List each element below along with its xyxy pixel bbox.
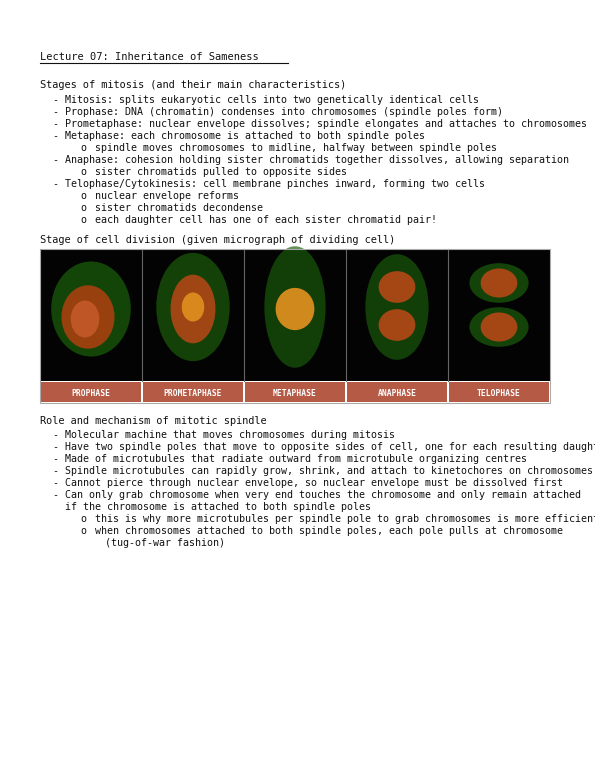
Text: Prometaphase: nuclear envelope dissolves; spindle elongates and attaches to chro: Prometaphase: nuclear envelope dissolves… (65, 119, 587, 129)
Ellipse shape (182, 293, 204, 322)
Text: each daughter cell has one of each sister chromatid pair!: each daughter cell has one of each siste… (95, 215, 437, 225)
Text: o: o (80, 167, 86, 177)
Text: Cannot pierce through nuclear envelope, so nuclear envelope must be dissolved fi: Cannot pierce through nuclear envelope, … (65, 478, 563, 488)
Text: when chromosomes attached to both spindle poles, each pole pulls at chromosome: when chromosomes attached to both spindl… (95, 526, 563, 536)
Ellipse shape (51, 262, 131, 357)
Ellipse shape (378, 310, 415, 341)
Text: -: - (52, 466, 58, 476)
Text: (tug-of-war fashion): (tug-of-war fashion) (105, 538, 225, 548)
Text: Mitosis: splits eukaryotic cells into two genetically identical cells: Mitosis: splits eukaryotic cells into tw… (65, 95, 479, 105)
Text: -: - (52, 179, 58, 189)
Text: Prophase: DNA (chromatin) condenses into chromosomes (spindle poles form): Prophase: DNA (chromatin) condenses into… (65, 107, 503, 117)
Text: METAPHASE: METAPHASE (273, 389, 317, 397)
Bar (41, 382, 141, 402)
Text: -: - (52, 478, 58, 488)
Text: Molecular machine that moves chromosomes during mitosis: Molecular machine that moves chromosomes… (65, 430, 395, 440)
Text: Have two spindle poles that move to opposite sides of cell, one for each resulti: Have two spindle poles that move to oppo… (65, 442, 595, 452)
Text: -: - (52, 430, 58, 440)
Bar (449, 382, 549, 402)
Ellipse shape (264, 246, 325, 368)
Text: o: o (80, 203, 86, 213)
Ellipse shape (71, 300, 99, 337)
Bar (143, 382, 243, 402)
Text: -: - (52, 107, 58, 117)
Text: o: o (80, 191, 86, 201)
Ellipse shape (481, 313, 518, 342)
Text: -: - (52, 155, 58, 165)
Text: o: o (80, 143, 86, 153)
Text: -: - (52, 442, 58, 452)
Ellipse shape (171, 275, 215, 343)
Text: if the chromosome is attached to both spindle poles: if the chromosome is attached to both sp… (65, 502, 371, 512)
Bar (40, 249, 550, 381)
Text: Can only grab chromosome when very end touches the chromosome and only remain at: Can only grab chromosome when very end t… (65, 490, 581, 500)
Text: sister chromatids pulled to opposite sides: sister chromatids pulled to opposite sid… (95, 167, 347, 177)
Text: Metaphase: each chromosome is attached to both spindle poles: Metaphase: each chromosome is attached t… (65, 131, 425, 141)
Text: ANAPHASE: ANAPHASE (377, 389, 416, 397)
Text: sister chromatids decondense: sister chromatids decondense (95, 203, 263, 213)
Text: PROMETAPHASE: PROMETAPHASE (164, 389, 223, 397)
Bar (40, 249, 550, 403)
Text: o: o (80, 514, 86, 524)
Ellipse shape (365, 254, 428, 360)
Text: Lecture 07: Inheritance of Sameness: Lecture 07: Inheritance of Sameness (40, 52, 259, 62)
Text: Telophase/Cytokinesis: cell membrane pinches inward, forming two cells: Telophase/Cytokinesis: cell membrane pin… (65, 179, 485, 189)
Bar (347, 382, 447, 402)
Text: -: - (52, 119, 58, 129)
Text: -: - (52, 131, 58, 141)
Text: Anaphase: cohesion holding sister chromatids together dissolves, allowing separa: Anaphase: cohesion holding sister chroma… (65, 155, 569, 165)
Text: TELOPHASE: TELOPHASE (477, 389, 521, 397)
Ellipse shape (481, 269, 518, 297)
Text: Spindle microtubules can rapidly grow, shrink, and attach to kinetochores on chr: Spindle microtubules can rapidly grow, s… (65, 466, 593, 476)
Text: spindle moves chromosomes to midline, halfway between spindle poles: spindle moves chromosomes to midline, ha… (95, 143, 497, 153)
Text: o: o (80, 526, 86, 536)
Ellipse shape (469, 307, 528, 346)
Text: nuclear envelope reforms: nuclear envelope reforms (95, 191, 239, 201)
Ellipse shape (156, 253, 230, 361)
Ellipse shape (469, 263, 528, 303)
Text: Stage of cell division (given micrograph of dividing cell): Stage of cell division (given micrograph… (40, 235, 395, 245)
Text: Made of microtubules that radiate outward from microtubule organizing centres: Made of microtubules that radiate outwar… (65, 454, 527, 464)
Text: -: - (52, 454, 58, 464)
Ellipse shape (378, 271, 415, 303)
Text: Role and mechanism of mitotic spindle: Role and mechanism of mitotic spindle (40, 416, 267, 426)
Bar (245, 382, 345, 402)
Text: -: - (52, 95, 58, 105)
Ellipse shape (275, 288, 314, 330)
Text: PROPHASE: PROPHASE (71, 389, 111, 397)
Text: Stages of mitosis (and their main characteristics): Stages of mitosis (and their main charac… (40, 80, 346, 90)
Text: o: o (80, 215, 86, 225)
Text: -: - (52, 490, 58, 500)
Text: this is why more microtubules per spindle pole to grab chromosomes is more effic: this is why more microtubules per spindl… (95, 514, 595, 524)
Ellipse shape (61, 286, 114, 349)
